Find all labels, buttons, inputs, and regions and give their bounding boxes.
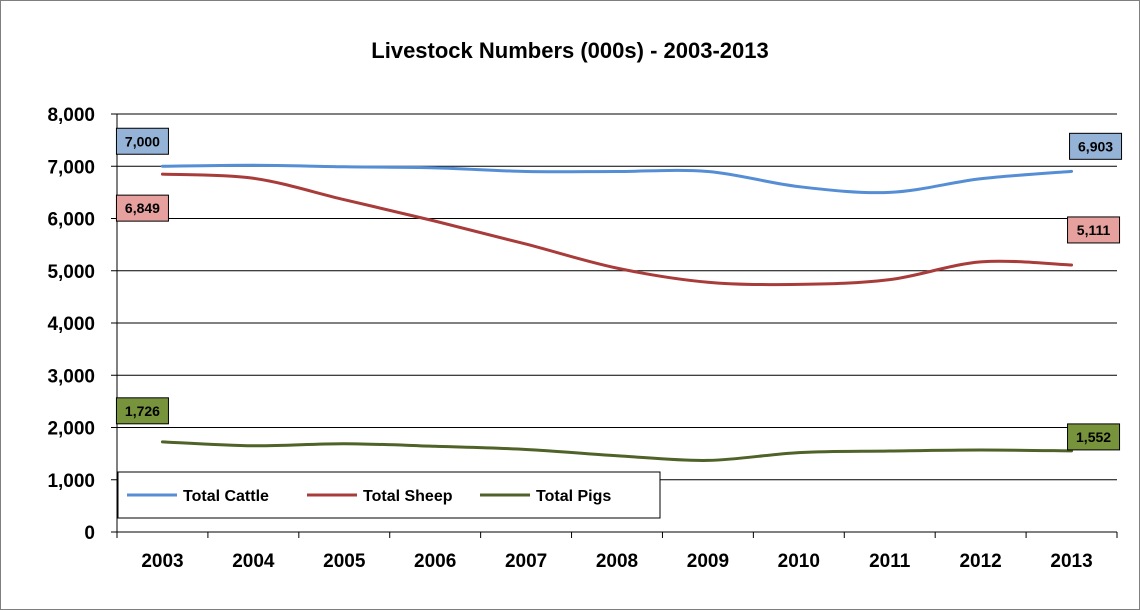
y-tick-label: 0 <box>84 523 95 544</box>
legend-label: Total Sheep <box>363 488 453 505</box>
chart-title: Livestock Numbers (000s) - 2003-2013 <box>371 38 768 63</box>
series-line-total-cattle <box>160 163 1074 195</box>
data-label: 6,903 <box>1078 138 1113 154</box>
x-tick-label: 2005 <box>323 551 366 572</box>
legend-label: Total Cattle <box>183 488 269 505</box>
series-line-total-sheep <box>160 172 1074 287</box>
legend-label: Total Pigs <box>536 488 611 505</box>
y-tick-label: 2,000 <box>47 419 95 440</box>
data-label-box <box>115 397 169 425</box>
legend: Total Cattle Total Sheep Total Pigs <box>117 471 661 519</box>
y-tick-label: 7,000 <box>47 157 95 178</box>
data-labels: 7,000 6,903 6,849 5,111 1,726 1,552 <box>115 127 1123 451</box>
y-tick-label: 4,000 <box>47 314 95 335</box>
x-tick-label: 2013 <box>1050 551 1092 572</box>
x-tick-label: 2003 <box>141 551 183 572</box>
x-tick-label: 2007 <box>505 551 547 572</box>
x-tick-label: 2004 <box>232 551 275 572</box>
data-label-box <box>1069 132 1123 160</box>
data-label-box <box>1067 216 1121 244</box>
series-lines <box>160 163 1074 462</box>
data-label-box <box>115 194 169 222</box>
legend-box <box>117 471 661 519</box>
series-line-total-pigs <box>160 440 1074 462</box>
y-tick-label: 1,000 <box>47 471 95 492</box>
data-label-box <box>115 127 169 155</box>
data-label: 6,849 <box>125 200 160 216</box>
y-tick-label: 6,000 <box>47 210 95 231</box>
x-tick-label: 2012 <box>959 551 1001 572</box>
gridlines <box>117 113 1117 481</box>
x-tick-label: 2006 <box>414 551 456 572</box>
y-tick-label: 8,000 <box>47 105 95 126</box>
y-tick-label: 5,000 <box>47 262 95 283</box>
x-tick-label: 2008 <box>596 551 638 572</box>
x-tick-label: 2009 <box>687 551 729 572</box>
data-label-box <box>1067 423 1121 451</box>
data-label: 5,111 <box>1077 222 1111 238</box>
x-tick-label: 2010 <box>778 551 820 572</box>
y-tick-label: 3,000 <box>47 366 95 387</box>
axes: 0 1,000 2,000 3,000 4,000 5,000 6,000 7,000 8,00… <box>47 105 1118 572</box>
data-label: 1,726 <box>125 403 160 419</box>
x-tick-label: 2011 <box>869 551 911 572</box>
data-label: 7,000 <box>125 133 160 149</box>
data-label: 1,552 <box>1076 429 1111 445</box>
